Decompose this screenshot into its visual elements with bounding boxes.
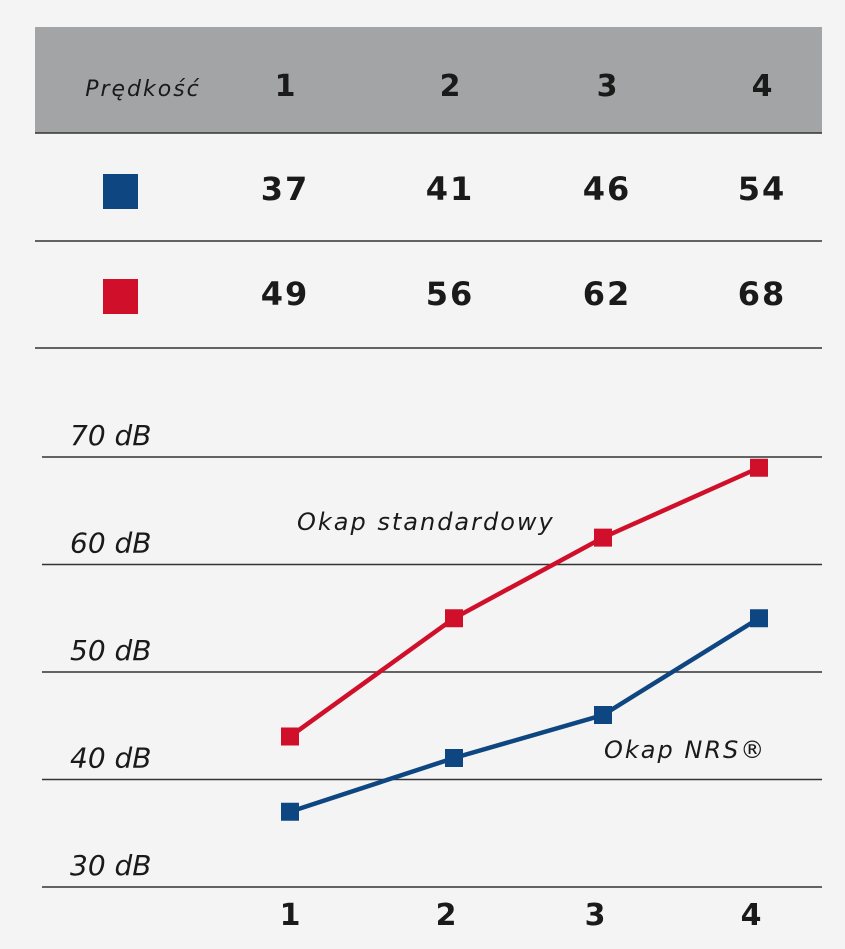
x-tick-label: 2	[436, 898, 457, 933]
series-line	[289, 616, 761, 814]
series-label: Okap standardowy	[297, 508, 555, 536]
legend-swatch	[103, 174, 138, 209]
point	[281, 727, 299, 746]
y-tick-label: 50 dB	[70, 634, 152, 667]
table-value: 62	[583, 275, 632, 313]
table-value: 68	[738, 275, 787, 313]
y-tick-label: 40 dB	[70, 742, 152, 775]
x-tick-label: 1	[280, 898, 301, 933]
point	[281, 802, 299, 821]
table-header: 2	[440, 69, 461, 104]
x-tick-label: 4	[741, 898, 762, 933]
series-line	[288, 465, 760, 739]
table-header: 4	[752, 69, 773, 104]
table-value: 54	[738, 170, 787, 208]
table-header: 3	[597, 69, 618, 104]
y-tick-label: 70 dB	[70, 419, 152, 452]
table-value: 37	[261, 170, 310, 208]
table-header: 1	[275, 69, 296, 104]
table-value: 46	[583, 170, 632, 208]
point	[445, 749, 463, 767]
table-header: Prędkość	[85, 77, 201, 102]
series-label: Okap NRS®	[604, 736, 766, 764]
point	[594, 528, 612, 547]
legend-swatch	[103, 279, 138, 314]
point	[445, 609, 463, 628]
point	[594, 706, 612, 724]
y-tick-label: 60 dB	[70, 527, 152, 560]
table-value: 49	[261, 275, 310, 313]
x-tick-label: 3	[585, 898, 606, 933]
point	[750, 609, 768, 628]
table-value: 56	[426, 275, 475, 313]
point	[750, 458, 768, 477]
y-tick-label: 30 dB	[70, 849, 152, 882]
table-value: 41	[426, 170, 475, 208]
header-band	[35, 27, 822, 133]
